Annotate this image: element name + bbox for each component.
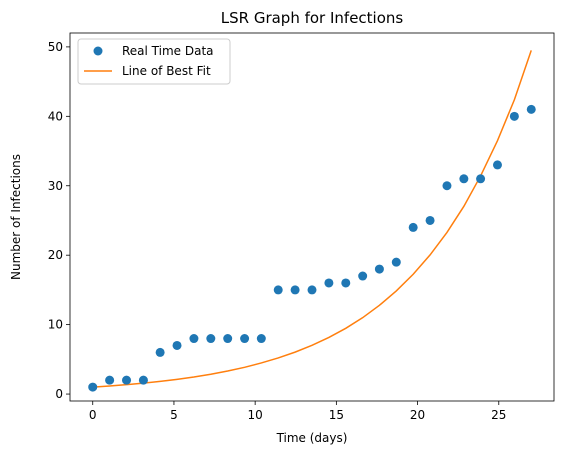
data-point [493,160,502,169]
x-tick-label: 10 [248,408,263,422]
best-fit-line [93,50,532,387]
data-point [392,258,401,267]
y-tick-label: 50 [48,40,63,54]
data-point [206,334,215,343]
data-point [375,265,384,274]
data-point [510,112,519,121]
data-point [240,334,249,343]
data-point [105,376,114,385]
data-point [139,376,148,385]
y-axis-ticks: 0 10 20 30 40 50 [48,40,70,401]
x-tick-label: 25 [491,408,506,422]
y-tick-label: 10 [48,318,63,332]
data-point [459,174,468,183]
legend: Real Time Data Line of Best Fit [78,39,230,84]
data-point [426,216,435,225]
data-point [442,181,451,190]
x-axis-label: Time (days) [276,431,348,445]
data-point [274,285,283,294]
chart-title: LSR Graph for Infections [221,9,404,27]
x-tick-label: 20 [410,408,425,422]
data-point [88,383,97,392]
data-point [358,272,367,281]
legend-label-real-time-data: Real Time Data [122,44,214,58]
data-point [527,105,536,114]
data-point [308,285,317,294]
y-tick-label: 0 [55,387,63,401]
x-tick-label: 15 [329,408,344,422]
data-point [122,376,131,385]
data-point [476,174,485,183]
data-point [257,334,266,343]
data-point [189,334,198,343]
data-point [223,334,232,343]
data-point [173,341,182,350]
legend-label-line-of-best-fit: Line of Best Fit [122,64,211,78]
data-point [291,285,300,294]
x-axis-ticks: 0 5 10 15 20 25 [89,401,507,422]
data-point [409,223,418,232]
y-tick-label: 40 [48,109,63,123]
data-point [341,278,350,287]
series-layer [88,50,536,391]
y-tick-label: 20 [48,248,63,262]
data-point [324,278,333,287]
legend-marker-real-time-data [94,47,103,56]
x-tick-label: 5 [170,408,178,422]
y-tick-label: 30 [48,179,63,193]
y-axis-label: Number of Infections [9,154,23,280]
x-tick-label: 0 [89,408,97,422]
data-point [156,348,165,357]
